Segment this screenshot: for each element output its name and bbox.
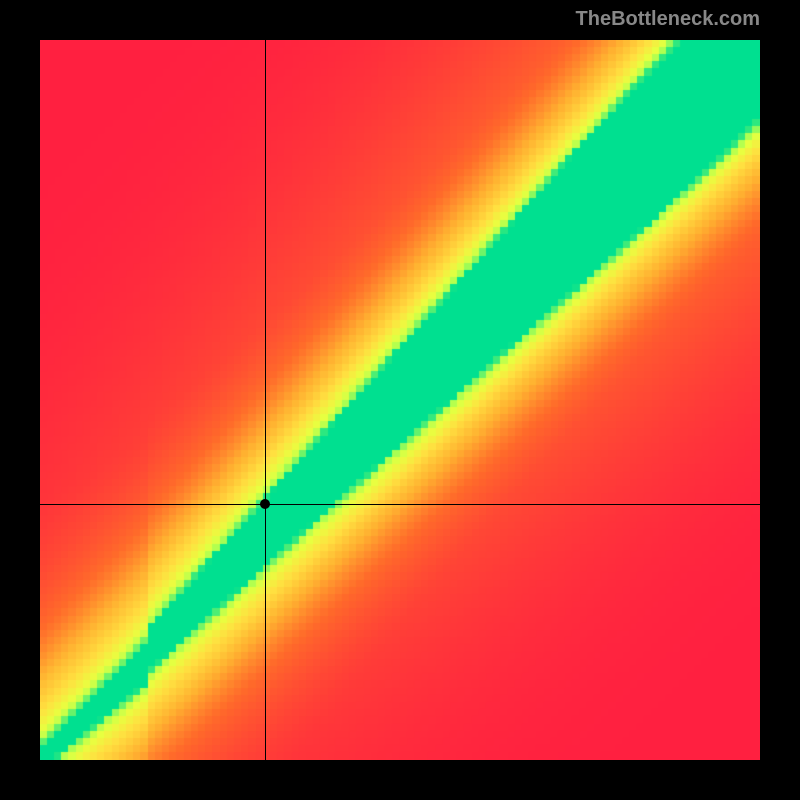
plot-area xyxy=(40,40,760,760)
marker-point xyxy=(260,499,270,509)
chart-container: TheBottleneck.com xyxy=(0,0,800,800)
watermark-text: TheBottleneck.com xyxy=(576,8,760,31)
heatmap-canvas xyxy=(40,40,760,760)
crosshair-horizontal xyxy=(40,504,760,505)
crosshair-vertical xyxy=(265,40,266,760)
